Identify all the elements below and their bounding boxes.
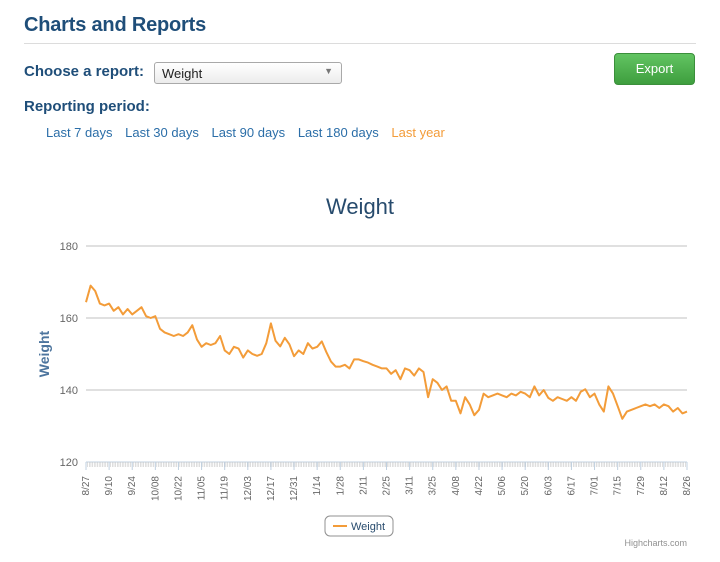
y-tick-label: 160	[60, 313, 78, 325]
chart-title: Weight	[326, 194, 394, 219]
triangle-down-icon: ▼	[324, 66, 333, 76]
x-tick-label: 3/11	[405, 476, 416, 495]
x-tick-label: 11/19	[220, 476, 231, 501]
period-link-7-days[interactable]: Last 7 days	[46, 125, 113, 140]
series-line-weight	[85, 284, 688, 420]
page-title: Charts and Reports	[24, 14, 206, 36]
x-tick-label: 11/05	[197, 476, 208, 501]
choose-report-label: Choose a report:	[24, 63, 145, 80]
period-link-30-days[interactable]: Last 30 days	[125, 125, 199, 140]
x-tick-label: 12/31	[289, 476, 300, 501]
x-tick-label: 4/22	[474, 476, 485, 496]
weight-chart: Weight Weight 120 140 160 180 8/27 9/10 9/24 10/0…	[36, 194, 693, 548]
x-tick-label: 5/20	[520, 476, 531, 496]
x-tick-label: 8/26	[682, 476, 693, 496]
period-link-last-year[interactable]: Last year	[391, 125, 445, 140]
x-tick-label: 4/08	[451, 476, 462, 496]
x-tick-label: 8/27	[81, 476, 92, 496]
title-divider	[24, 43, 696, 44]
x-tick-label: 10/22	[173, 476, 184, 501]
period-links: Last 7 days Last 30 days Last 90 days La…	[46, 125, 454, 140]
x-tick-label: 12/17	[266, 476, 277, 501]
x-tick-label: 7/15	[613, 476, 624, 496]
report-select-value: Weight	[162, 66, 203, 81]
x-tick-label: 6/17	[566, 476, 577, 496]
period-link-90-days[interactable]: Last 90 days	[211, 125, 286, 140]
x-tick-label: 2/11	[358, 476, 369, 495]
y-tick-label: 180	[60, 241, 78, 253]
x-tick-label: 1/14	[312, 476, 323, 496]
x-tick-label: 5/06	[497, 476, 508, 496]
x-tick-label: 9/10	[104, 476, 115, 496]
x-tick-label: 3/25	[428, 476, 439, 496]
x-tick-label: 7/01	[590, 476, 601, 496]
x-tick-label: 12/03	[243, 476, 254, 501]
report-select[interactable]: Weight ▼	[154, 62, 342, 84]
x-tick-label: 9/24	[127, 476, 138, 496]
x-tick-label: 1/28	[335, 476, 346, 496]
x-tick-label: 7/29	[636, 476, 647, 496]
y-tick-label: 140	[60, 385, 78, 397]
chart-credit: Highcharts.com	[624, 538, 687, 548]
y-tick-label: 120	[60, 457, 78, 469]
legend-box	[324, 515, 394, 537]
x-tick-label: 6/03	[543, 476, 554, 496]
x-tick-label: 8/12	[659, 476, 670, 496]
legend-item-weight: Weight	[351, 521, 385, 533]
x-tick-label: 10/08	[150, 476, 161, 501]
period-link-180-days[interactable]: Last 180 days	[297, 125, 379, 140]
export-button[interactable]: Export	[614, 53, 695, 85]
x-tick-label: 2/25	[382, 476, 393, 496]
y-axis-title: Weight	[36, 330, 52, 377]
reporting-period-label: Reporting period:	[24, 98, 150, 115]
